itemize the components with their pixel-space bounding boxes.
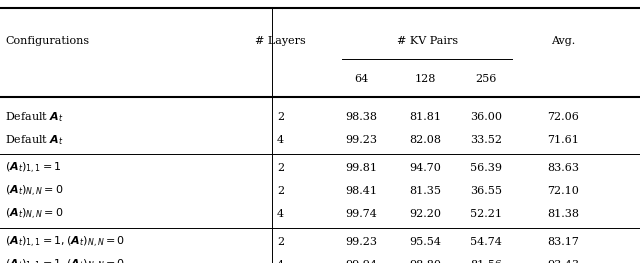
Text: 2: 2: [276, 163, 284, 173]
Text: Configurations: Configurations: [5, 36, 89, 46]
Text: 81.56: 81.56: [470, 260, 502, 263]
Text: 98.38: 98.38: [346, 112, 378, 122]
Text: 99.23: 99.23: [346, 237, 378, 247]
Text: Default $\boldsymbol{A}_t$: Default $\boldsymbol{A}_t$: [5, 133, 64, 147]
Text: 2: 2: [276, 186, 284, 196]
Text: 128: 128: [415, 74, 436, 84]
Text: $(\boldsymbol{A}_t)_{N,N} = 0$: $(\boldsymbol{A}_t)_{N,N} = 0$: [5, 207, 64, 222]
Text: 92.20: 92.20: [410, 209, 442, 219]
Text: $(\boldsymbol{A}_t)_{1,1} = 1, (\boldsymbol{A}_t)_{N,N} = 0$: $(\boldsymbol{A}_t)_{1,1} = 1, (\boldsym…: [5, 258, 125, 263]
Text: 95.54: 95.54: [410, 237, 442, 247]
Text: 54.74: 54.74: [470, 237, 502, 247]
Text: 56.39: 56.39: [470, 163, 502, 173]
Text: 99.94: 99.94: [346, 260, 378, 263]
Text: 36.55: 36.55: [470, 186, 502, 196]
Text: 4: 4: [276, 209, 284, 219]
Text: Default $\boldsymbol{A}_t$: Default $\boldsymbol{A}_t$: [5, 110, 64, 124]
Text: 33.52: 33.52: [470, 135, 502, 145]
Text: 83.17: 83.17: [547, 237, 579, 247]
Text: 99.23: 99.23: [346, 135, 378, 145]
Text: 72.06: 72.06: [547, 112, 579, 122]
Text: 93.43: 93.43: [547, 260, 579, 263]
Text: 98.80: 98.80: [410, 260, 442, 263]
Text: 72.10: 72.10: [547, 186, 579, 196]
Text: 81.38: 81.38: [547, 209, 579, 219]
Text: 83.63: 83.63: [547, 163, 579, 173]
Text: $(\boldsymbol{A}_t)_{N,N} = 0$: $(\boldsymbol{A}_t)_{N,N} = 0$: [5, 184, 64, 199]
Text: 71.61: 71.61: [547, 135, 579, 145]
Text: 94.70: 94.70: [410, 163, 442, 173]
Text: $(\boldsymbol{A}_t)_{1,1} = 1$: $(\boldsymbol{A}_t)_{1,1} = 1$: [5, 160, 62, 176]
Text: 2: 2: [276, 112, 284, 122]
Text: # KV Pairs: # KV Pairs: [397, 36, 458, 46]
Text: 256: 256: [476, 74, 497, 84]
Text: 81.81: 81.81: [410, 112, 442, 122]
Text: 64: 64: [355, 74, 369, 84]
Text: # Layers: # Layers: [255, 36, 306, 46]
Text: 99.81: 99.81: [346, 163, 378, 173]
Text: 36.00: 36.00: [470, 112, 502, 122]
Text: 99.74: 99.74: [346, 209, 378, 219]
Text: $(\boldsymbol{A}_t)_{1,1} = 1, (\boldsymbol{A}_t)_{N,N} = 0$: $(\boldsymbol{A}_t)_{1,1} = 1, (\boldsym…: [5, 235, 125, 250]
Text: Avg.: Avg.: [551, 36, 575, 46]
Text: 4: 4: [276, 260, 284, 263]
Text: 81.35: 81.35: [410, 186, 442, 196]
Text: 2: 2: [276, 237, 284, 247]
Text: 52.21: 52.21: [470, 209, 502, 219]
Text: 4: 4: [276, 135, 284, 145]
Text: 98.41: 98.41: [346, 186, 378, 196]
Text: 82.08: 82.08: [410, 135, 442, 145]
